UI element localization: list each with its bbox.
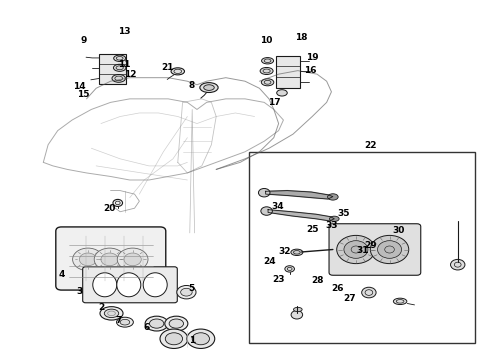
- Ellipse shape: [165, 316, 188, 331]
- Circle shape: [101, 253, 118, 266]
- Text: 22: 22: [365, 141, 377, 150]
- Ellipse shape: [192, 333, 209, 345]
- Ellipse shape: [160, 329, 188, 348]
- Ellipse shape: [100, 307, 123, 320]
- Circle shape: [117, 248, 148, 271]
- Circle shape: [73, 248, 103, 271]
- Ellipse shape: [261, 79, 274, 86]
- Text: 6: 6: [144, 323, 149, 332]
- Text: 32: 32: [278, 247, 291, 256]
- Circle shape: [113, 199, 122, 207]
- Ellipse shape: [117, 317, 133, 327]
- Ellipse shape: [328, 194, 338, 200]
- Text: 18: 18: [295, 33, 308, 42]
- Text: 15: 15: [77, 90, 89, 99]
- Circle shape: [344, 241, 368, 258]
- FancyBboxPatch shape: [329, 224, 421, 275]
- Circle shape: [124, 253, 141, 266]
- FancyBboxPatch shape: [83, 267, 177, 303]
- Ellipse shape: [117, 273, 141, 297]
- Text: 10: 10: [260, 36, 273, 45]
- Text: 12: 12: [124, 70, 137, 79]
- Text: 35: 35: [337, 209, 350, 218]
- Bar: [249, 152, 475, 343]
- Ellipse shape: [114, 55, 125, 62]
- Ellipse shape: [200, 83, 218, 93]
- Text: 9: 9: [81, 36, 87, 45]
- Ellipse shape: [171, 68, 185, 75]
- Text: 14: 14: [73, 82, 86, 91]
- Circle shape: [450, 259, 465, 270]
- Text: 16: 16: [304, 66, 317, 75]
- Ellipse shape: [260, 67, 273, 75]
- Ellipse shape: [104, 309, 119, 318]
- Text: 1: 1: [189, 336, 196, 345]
- Circle shape: [79, 253, 97, 266]
- Text: 34: 34: [271, 202, 284, 211]
- Ellipse shape: [285, 266, 294, 272]
- Ellipse shape: [294, 307, 302, 312]
- Ellipse shape: [277, 90, 287, 96]
- Circle shape: [337, 235, 375, 264]
- Ellipse shape: [165, 333, 183, 345]
- Text: 23: 23: [272, 275, 285, 284]
- Text: 21: 21: [161, 63, 173, 72]
- Text: 2: 2: [98, 303, 104, 312]
- Ellipse shape: [113, 64, 126, 71]
- Text: 5: 5: [188, 284, 195, 293]
- Text: 24: 24: [264, 257, 276, 266]
- Text: 4: 4: [58, 270, 65, 279]
- Bar: [99, 54, 126, 84]
- Ellipse shape: [291, 249, 303, 256]
- Ellipse shape: [145, 316, 168, 331]
- Text: 19: 19: [306, 53, 318, 62]
- Ellipse shape: [177, 285, 196, 299]
- Circle shape: [370, 235, 409, 264]
- Bar: [276, 56, 300, 87]
- Circle shape: [377, 241, 401, 258]
- Text: 27: 27: [343, 294, 356, 303]
- Ellipse shape: [143, 273, 167, 297]
- Circle shape: [362, 287, 376, 298]
- Text: 13: 13: [118, 27, 130, 36]
- Text: 29: 29: [365, 242, 377, 251]
- Ellipse shape: [187, 329, 215, 348]
- Ellipse shape: [181, 288, 192, 296]
- Polygon shape: [266, 190, 333, 199]
- Ellipse shape: [120, 319, 130, 325]
- Ellipse shape: [204, 85, 214, 90]
- Ellipse shape: [393, 298, 407, 305]
- Text: 30: 30: [392, 226, 405, 235]
- Ellipse shape: [169, 319, 184, 328]
- Ellipse shape: [262, 58, 273, 64]
- FancyBboxPatch shape: [56, 227, 166, 290]
- Ellipse shape: [329, 216, 339, 221]
- Ellipse shape: [112, 75, 125, 82]
- Text: 11: 11: [118, 60, 130, 69]
- Circle shape: [94, 248, 125, 271]
- Text: 20: 20: [103, 204, 116, 213]
- Circle shape: [291, 311, 303, 319]
- Polygon shape: [268, 210, 334, 221]
- Circle shape: [261, 207, 272, 215]
- Ellipse shape: [93, 273, 117, 297]
- Text: 17: 17: [269, 98, 281, 107]
- Circle shape: [258, 189, 270, 197]
- Ellipse shape: [149, 319, 164, 328]
- Text: 8: 8: [188, 81, 195, 90]
- Text: 28: 28: [311, 276, 323, 285]
- Text: 33: 33: [325, 221, 338, 230]
- Text: 26: 26: [331, 284, 344, 293]
- Text: 31: 31: [356, 246, 368, 255]
- Text: 7: 7: [116, 316, 122, 325]
- Text: 3: 3: [76, 287, 82, 296]
- Text: 25: 25: [306, 225, 318, 234]
